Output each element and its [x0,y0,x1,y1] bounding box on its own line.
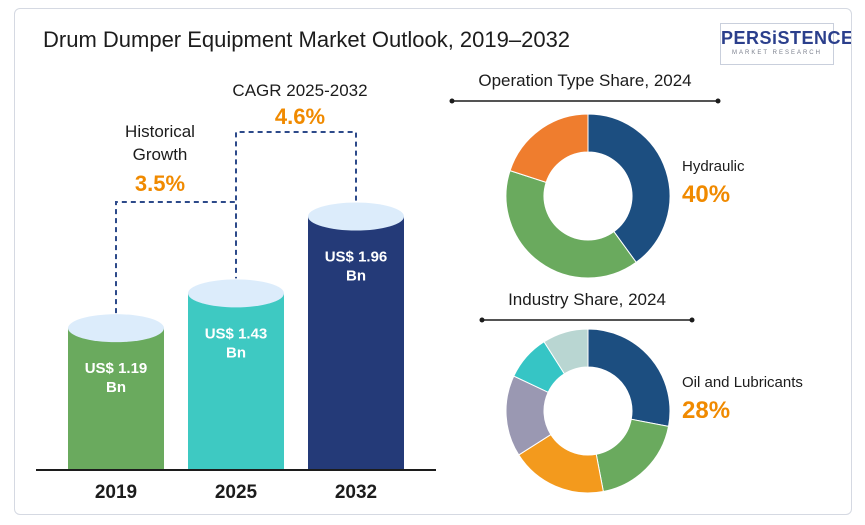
bar-value-label-2032: US$ 1.96 [325,249,388,266]
donut2-highlight-value: 28% [682,397,730,424]
donut2-rule-dot-right [689,317,695,323]
bar-2019 [68,328,164,470]
bar-value-label-2025: US$ 1.43 [205,325,268,342]
bar-category-2032: 2032 [335,482,377,503]
donut1-highlight-value: 40% [682,181,730,208]
bar-category-2019: 2019 [95,482,137,503]
donut1-rule-dot-left [449,98,455,104]
cagr-value: 4.6% [275,104,325,129]
donut2-slice-1 [595,418,670,493]
bar-value-unit-2032: Bn [346,268,366,285]
donut1-rule-dot-right [715,98,721,104]
bar-value-unit-2019: Bn [106,379,126,396]
donut2-slice-0 [587,328,671,427]
bar-2032 [308,216,404,470]
bar-value-label-2019: US$ 1.19 [85,360,148,377]
donut1-highlight-label: Hydraulic [682,158,745,175]
cagr-label: CAGR 2025-2032 [232,81,367,100]
donut2-rule-dot-left [479,317,485,323]
donut1-slice-0 [587,113,671,264]
historical-label-line1: Historical [125,122,195,141]
bar-category-2025: 2025 [215,482,258,503]
donut2-title: Industry Share, 2024 [508,290,666,309]
donut2-highlight-label: Oil and Lubricants [682,374,803,391]
donut2-slice-5 [543,328,589,375]
cagr-connector [235,131,357,246]
historical-connector [115,201,237,314]
chart-title: Drum Dumper Equipment Market Outlook, 20… [43,27,571,52]
logo-brand: PERSiSTENCE [721,28,852,48]
donut1-title: Operation Type Share, 2024 [478,71,691,90]
historical-growth-value: 3.5% [135,171,185,196]
donut1-slice-1 [505,170,637,279]
bar-2025 [188,293,284,470]
bar-cap-2025 [188,279,284,308]
logo-tagline: MARKET RESEARCH [732,50,822,56]
bar-cap-2019 [68,314,164,343]
bar-value-unit-2025: Bn [226,344,246,361]
historical-label-line2: Growth [133,145,188,164]
persistence-logo: PERSiSTENCE MARKET RESEARCH [720,23,852,65]
donut1-slice-2 [509,113,589,184]
bar-cap-2032 [308,202,404,231]
